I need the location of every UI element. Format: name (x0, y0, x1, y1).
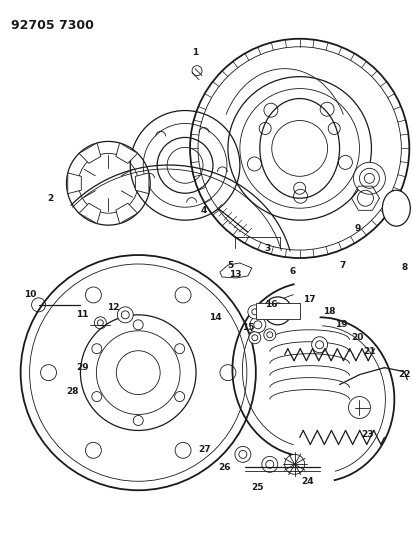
Text: 16: 16 (266, 301, 278, 309)
Circle shape (250, 317, 266, 333)
Text: 19: 19 (335, 320, 348, 329)
Text: 6: 6 (290, 268, 296, 277)
Text: 5: 5 (227, 261, 233, 270)
Text: 21: 21 (363, 347, 376, 356)
Circle shape (264, 297, 292, 325)
Polygon shape (116, 143, 138, 163)
Text: 12: 12 (107, 303, 120, 312)
Text: 29: 29 (76, 363, 89, 372)
Text: 7: 7 (339, 261, 346, 270)
Text: 14: 14 (209, 313, 221, 322)
Circle shape (85, 442, 101, 458)
Text: 22: 22 (398, 370, 411, 379)
Text: 3: 3 (265, 244, 271, 253)
Text: 25: 25 (252, 483, 264, 492)
Ellipse shape (382, 190, 410, 226)
Text: 28: 28 (66, 387, 79, 396)
Text: 20: 20 (351, 333, 364, 342)
Text: 23: 23 (361, 430, 374, 439)
Circle shape (249, 332, 261, 344)
Circle shape (312, 337, 328, 353)
Text: 2: 2 (47, 193, 54, 203)
Polygon shape (68, 173, 81, 193)
Circle shape (262, 456, 278, 472)
Text: 18: 18 (323, 308, 336, 317)
Text: 4: 4 (201, 206, 207, 215)
Polygon shape (220, 263, 252, 278)
Text: 26: 26 (219, 463, 231, 472)
Circle shape (117, 307, 133, 323)
Circle shape (220, 365, 236, 381)
Text: 1: 1 (192, 48, 198, 57)
Polygon shape (135, 173, 149, 193)
Text: 13: 13 (229, 270, 241, 279)
Circle shape (235, 447, 251, 462)
Text: 15: 15 (242, 324, 254, 332)
Text: 92705 7300: 92705 7300 (11, 19, 93, 32)
Polygon shape (116, 203, 138, 223)
Circle shape (248, 305, 262, 319)
Circle shape (85, 287, 101, 303)
Polygon shape (79, 203, 101, 223)
Text: 24: 24 (301, 477, 314, 486)
Circle shape (40, 365, 57, 381)
Circle shape (285, 454, 305, 474)
Text: 17: 17 (303, 295, 316, 304)
Text: 9: 9 (354, 224, 361, 232)
FancyBboxPatch shape (256, 303, 300, 319)
Circle shape (175, 287, 191, 303)
Circle shape (264, 329, 276, 341)
Circle shape (354, 163, 385, 194)
Circle shape (175, 442, 191, 458)
Text: 8: 8 (401, 263, 408, 272)
Text: 10: 10 (24, 290, 37, 300)
Polygon shape (79, 143, 101, 163)
Text: 27: 27 (199, 445, 211, 454)
Text: 11: 11 (76, 310, 89, 319)
